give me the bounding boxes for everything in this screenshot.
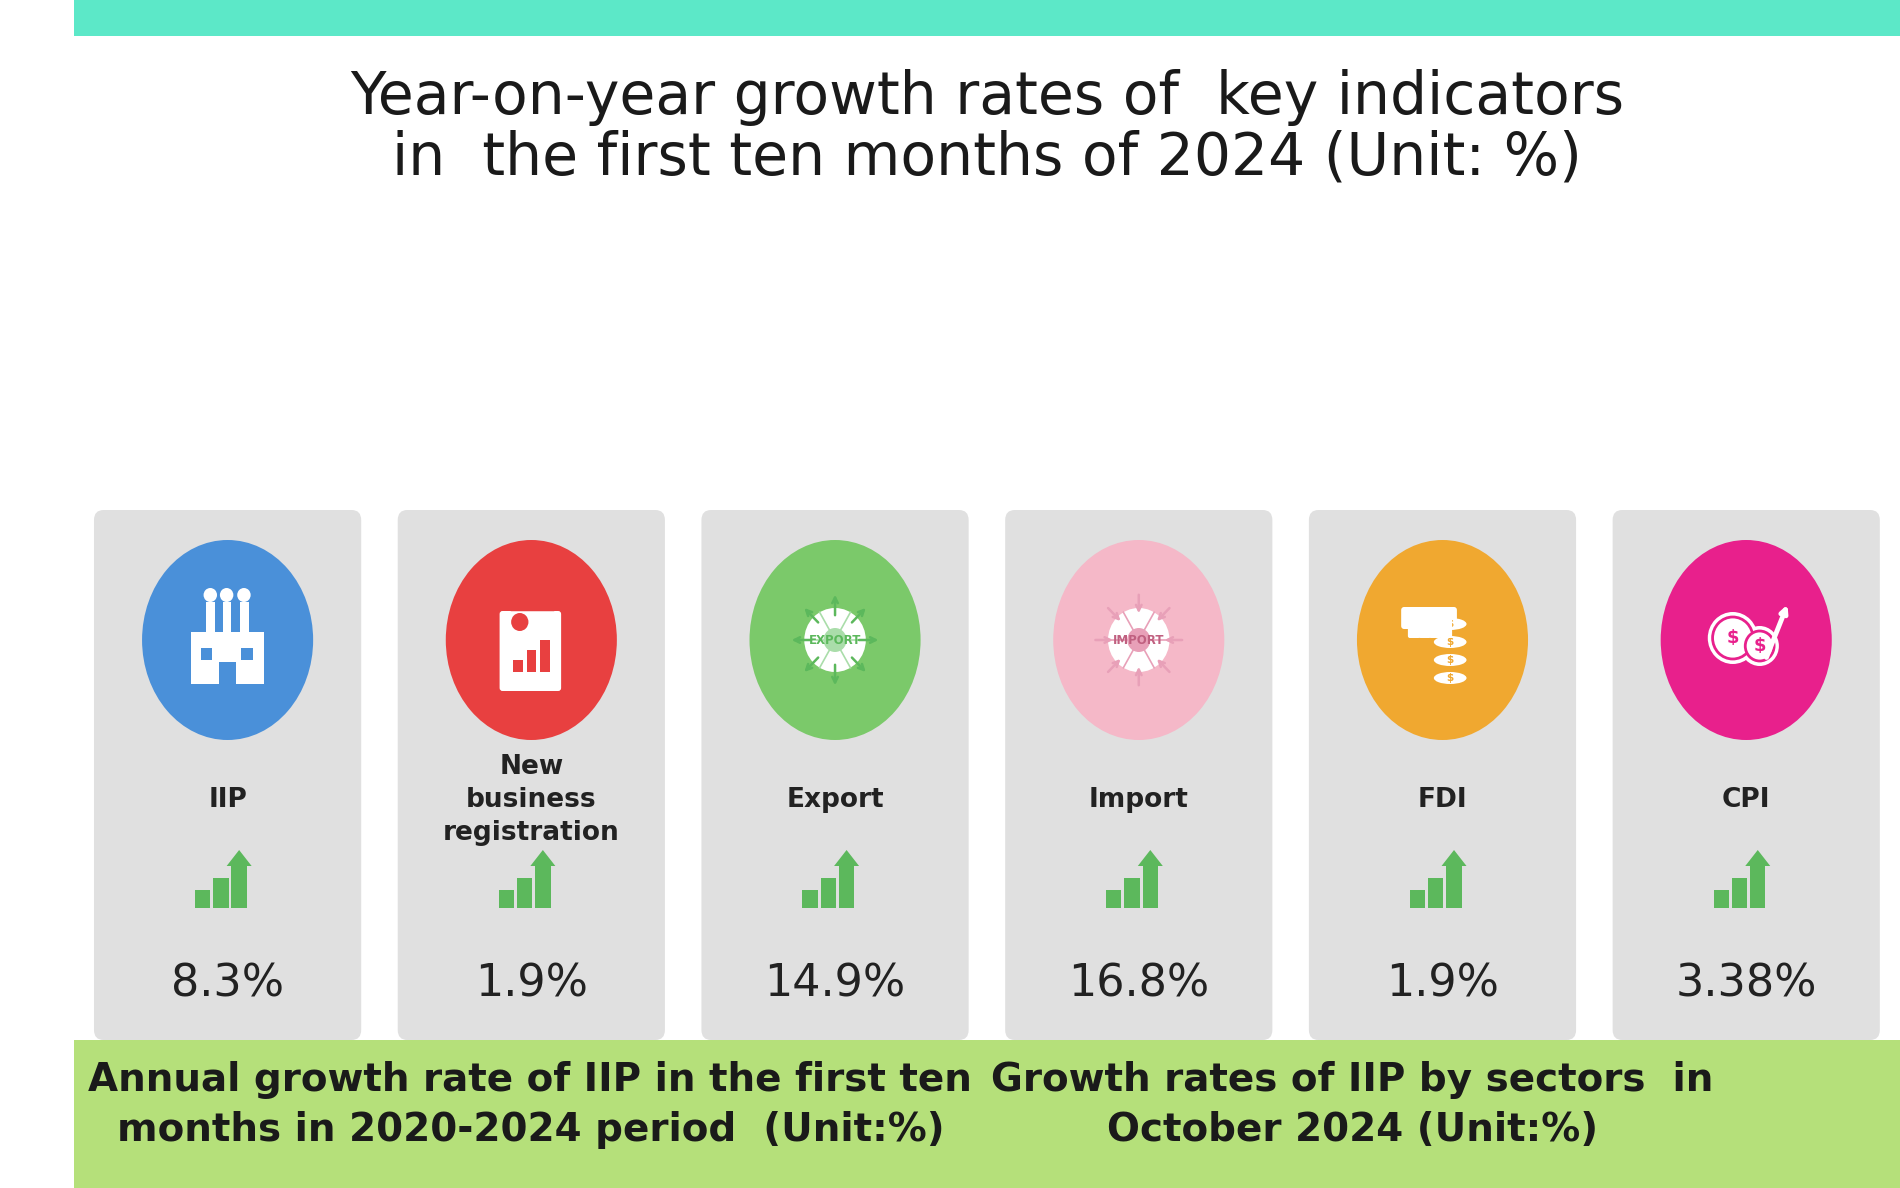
FancyBboxPatch shape	[840, 866, 855, 908]
Circle shape	[823, 628, 847, 652]
FancyBboxPatch shape	[540, 640, 549, 672]
Ellipse shape	[749, 541, 922, 740]
FancyBboxPatch shape	[241, 647, 253, 661]
FancyBboxPatch shape	[1750, 866, 1765, 908]
Text: 16.8%: 16.8%	[1068, 962, 1210, 1005]
FancyBboxPatch shape	[1400, 607, 1457, 628]
FancyBboxPatch shape	[513, 661, 522, 672]
FancyBboxPatch shape	[93, 510, 361, 1040]
FancyBboxPatch shape	[218, 662, 236, 684]
Text: New
business
registration: New business registration	[443, 754, 619, 846]
Text: October 2024 (Unit:%): October 2024 (Unit:%)	[1106, 1111, 1598, 1149]
Polygon shape	[530, 849, 555, 866]
FancyBboxPatch shape	[192, 632, 264, 684]
Ellipse shape	[1434, 618, 1467, 630]
FancyBboxPatch shape	[1446, 866, 1461, 908]
FancyBboxPatch shape	[1005, 510, 1273, 1040]
Circle shape	[1740, 626, 1778, 666]
FancyBboxPatch shape	[397, 510, 665, 1040]
FancyBboxPatch shape	[1429, 618, 1442, 638]
Polygon shape	[1138, 849, 1163, 866]
Circle shape	[1108, 608, 1170, 672]
FancyBboxPatch shape	[222, 602, 232, 632]
Text: CPI: CPI	[1721, 786, 1771, 813]
Ellipse shape	[1434, 636, 1467, 647]
FancyBboxPatch shape	[821, 878, 836, 908]
FancyBboxPatch shape	[1410, 890, 1425, 908]
FancyBboxPatch shape	[1440, 618, 1452, 638]
Circle shape	[511, 613, 528, 631]
FancyBboxPatch shape	[1125, 878, 1140, 908]
Circle shape	[238, 588, 251, 602]
Text: $: $	[1727, 628, 1739, 647]
FancyBboxPatch shape	[239, 602, 249, 632]
FancyBboxPatch shape	[201, 647, 213, 661]
Ellipse shape	[446, 541, 618, 740]
Text: $: $	[1446, 619, 1454, 628]
Circle shape	[1746, 631, 1775, 661]
Text: Export: Export	[787, 786, 884, 813]
FancyBboxPatch shape	[207, 602, 215, 632]
FancyBboxPatch shape	[500, 611, 560, 691]
FancyBboxPatch shape	[213, 878, 228, 908]
FancyBboxPatch shape	[1142, 866, 1157, 908]
Polygon shape	[226, 849, 251, 866]
Text: in  the first ten months of 2024 (Unit: %): in the first ten months of 2024 (Unit: %…	[391, 129, 1583, 187]
FancyBboxPatch shape	[1419, 618, 1431, 638]
Circle shape	[1712, 617, 1754, 659]
Text: Growth rates of IIP by sectors  in: Growth rates of IIP by sectors in	[992, 1061, 1714, 1099]
Circle shape	[1127, 628, 1150, 652]
Text: EXPORT: EXPORT	[809, 633, 861, 646]
FancyBboxPatch shape	[1106, 890, 1121, 908]
Polygon shape	[1442, 849, 1467, 866]
Text: months in 2020-2024 period  (Unit:%): months in 2020-2024 period (Unit:%)	[116, 1111, 944, 1149]
Text: 3.38%: 3.38%	[1676, 962, 1816, 1005]
FancyBboxPatch shape	[1408, 618, 1421, 638]
Ellipse shape	[142, 541, 314, 740]
Ellipse shape	[1434, 655, 1467, 666]
Ellipse shape	[1661, 541, 1832, 740]
Circle shape	[1708, 612, 1758, 664]
Text: $: $	[1754, 637, 1765, 655]
Text: IMPORT: IMPORT	[1113, 633, 1165, 646]
FancyBboxPatch shape	[517, 878, 532, 908]
FancyBboxPatch shape	[498, 890, 515, 908]
Circle shape	[220, 588, 234, 602]
Text: 14.9%: 14.9%	[764, 962, 906, 1005]
FancyBboxPatch shape	[1309, 510, 1577, 1040]
FancyBboxPatch shape	[1613, 510, 1879, 1040]
FancyBboxPatch shape	[802, 890, 817, 908]
FancyBboxPatch shape	[196, 890, 211, 908]
Text: IIP: IIP	[209, 786, 247, 813]
FancyBboxPatch shape	[536, 866, 551, 908]
Text: $: $	[1446, 637, 1454, 647]
Text: $: $	[1446, 672, 1454, 683]
Text: 8.3%: 8.3%	[171, 962, 285, 1005]
Text: $: $	[1446, 655, 1454, 665]
FancyBboxPatch shape	[526, 650, 536, 672]
FancyBboxPatch shape	[1429, 878, 1444, 908]
Ellipse shape	[1053, 541, 1224, 740]
Circle shape	[203, 588, 217, 602]
Ellipse shape	[1434, 672, 1467, 684]
Text: 1.9%: 1.9%	[475, 962, 587, 1005]
FancyBboxPatch shape	[74, 1040, 1900, 1188]
Text: 1.9%: 1.9%	[1385, 962, 1499, 1005]
Polygon shape	[1746, 849, 1771, 866]
Ellipse shape	[1357, 541, 1528, 740]
FancyBboxPatch shape	[1731, 878, 1748, 908]
Text: Annual growth rate of IIP in the first ten: Annual growth rate of IIP in the first t…	[89, 1061, 973, 1099]
Polygon shape	[834, 849, 859, 866]
FancyBboxPatch shape	[74, 0, 1900, 36]
FancyBboxPatch shape	[1714, 890, 1729, 908]
Circle shape	[804, 608, 866, 672]
Text: Import: Import	[1089, 786, 1189, 813]
Text: FDI: FDI	[1417, 786, 1467, 813]
FancyBboxPatch shape	[701, 510, 969, 1040]
FancyBboxPatch shape	[232, 866, 247, 908]
Text: Year-on-year growth rates of  key indicators: Year-on-year growth rates of key indicat…	[350, 70, 1624, 126]
